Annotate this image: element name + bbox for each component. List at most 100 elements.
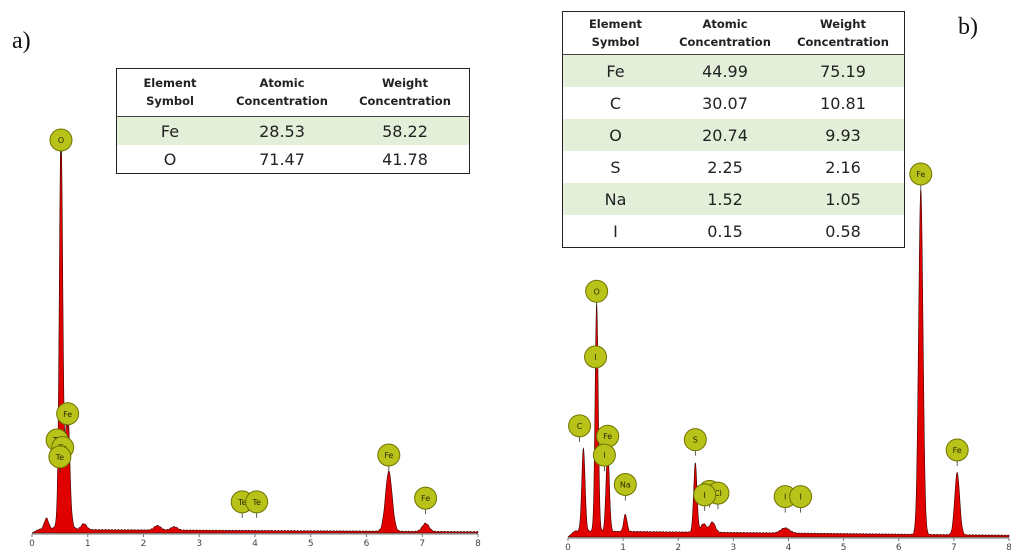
header-weight-concentration: Weight Concentration [782, 11, 905, 55]
weight-cell: 75.19 [782, 54, 905, 87]
x-tick-label: 5 [308, 539, 314, 549]
x-tick-label: 8 [475, 539, 481, 549]
marker-circle [945, 438, 969, 462]
element-marker: Na [613, 473, 637, 501]
atomic-cell: 44.99 [668, 54, 782, 87]
marker-label: Te [237, 498, 247, 507]
x-tick-label: 4 [786, 543, 792, 552]
marker-label: Fe [603, 432, 612, 441]
marker-circle [568, 414, 592, 438]
marker-label: Na [620, 481, 631, 490]
table-row: O 71.47 41.78 [117, 145, 470, 174]
weight-cell: 58.22 [341, 116, 470, 145]
element-marker: Fe [414, 486, 438, 515]
element-marker: Te [48, 445, 72, 473]
x-tick-label: 2 [675, 543, 681, 552]
marker-circle [245, 490, 269, 514]
x-tick-label: 5 [841, 543, 847, 552]
atomic-cell: 1.52 [668, 183, 782, 215]
marker-circle [613, 473, 637, 496]
atomic-cell: 2.25 [707, 157, 743, 177]
marker-label: Fe [916, 170, 925, 179]
x-tick-label: 3 [731, 543, 737, 552]
marker-circle [909, 162, 933, 186]
x-tick-label: 2 [141, 539, 147, 549]
element-marker: C [568, 414, 592, 442]
marker-label: Fe [421, 494, 430, 503]
panel-b-concentration-table: Element Symbol Atomic Concentration Weight… [562, 11, 905, 248]
element-cell: O [562, 119, 668, 151]
panel-a-label: a) [12, 28, 31, 54]
table-row: Fe 44.99 75.19 [562, 54, 905, 87]
marker-label: I [784, 493, 786, 502]
element-cell: C [609, 93, 622, 113]
element-marker: I [584, 345, 608, 373]
table-row: C 30.07 10.81 [563, 87, 905, 119]
marker-circle [789, 485, 813, 509]
marker-circle [592, 443, 616, 467]
marker-label: O [594, 287, 600, 296]
panel-a-concentration-table: Element Symbol Atomic Concentration Weight… [116, 68, 470, 174]
marker-label: I [799, 493, 801, 502]
x-tick-label: 0 [29, 539, 35, 549]
atomic-cell: 20.74 [668, 119, 782, 151]
marker-circle [693, 483, 717, 507]
element-marker: Fe [56, 402, 80, 430]
marker-label: Fe [63, 410, 72, 419]
spectrum-area [567, 189, 1010, 538]
table-header-row: Element Symbol Atomic Concentration Weight… [116, 68, 470, 117]
header-atomic-concentration: Atomic Concentration [668, 11, 782, 55]
marker-label: S [693, 436, 698, 445]
element-cell: O [163, 149, 177, 169]
element-cell: I [613, 221, 618, 241]
marker-label: C [577, 422, 583, 431]
weight-cell: 1.05 [782, 183, 905, 215]
x-tick-label: 6 [896, 543, 902, 552]
marker-label: Fe [384, 451, 393, 460]
table-header-row: Element Symbol Atomic Concentration Weight… [562, 11, 905, 55]
element-marker: S [683, 428, 707, 456]
marker-circle [48, 445, 72, 469]
marker-label: I [603, 451, 605, 460]
weight-cell: 2.16 [825, 157, 861, 177]
element-marker: Te [245, 490, 269, 518]
weight-cell: 10.81 [820, 93, 866, 113]
element-cell: Fe [116, 116, 223, 145]
marker-circle [414, 486, 438, 510]
element-cell: Na [562, 183, 668, 215]
table-row: Fe 28.53 58.22 [116, 116, 470, 145]
marker-label: Fe [953, 446, 962, 455]
table-row: S 2.25 2.16 [563, 151, 905, 183]
x-tick-label: 7 [951, 543, 957, 552]
spectrum-area [31, 129, 479, 534]
atomic-cell: 71.47 [259, 149, 305, 169]
marker-circle [585, 279, 609, 303]
x-tick-label: 4 [252, 539, 258, 549]
element-marker: I [789, 485, 813, 513]
element-marker: O [585, 279, 609, 308]
element-cell: S [610, 157, 621, 177]
header-atomic-concentration: Atomic Concentration [223, 68, 341, 117]
weight-cell: 41.78 [382, 149, 428, 169]
marker-circle [683, 428, 707, 452]
element-marker: I [592, 443, 616, 472]
atomic-cell: 28.53 [223, 116, 341, 145]
atomic-cell: 0.15 [707, 221, 743, 241]
element-marker: I [693, 483, 717, 511]
marker-circle [584, 345, 608, 369]
marker-label: Te [55, 453, 65, 462]
marker-label: Te [251, 498, 261, 507]
element-marker: Fe [377, 443, 401, 471]
marker-label: I [594, 353, 596, 362]
element-marker: O [49, 128, 73, 156]
atomic-cell: 30.07 [702, 93, 748, 113]
marker-label: Cl [714, 489, 722, 498]
panel-b-label: b) [958, 14, 978, 40]
weight-cell: 9.93 [782, 119, 905, 151]
x-tick-label: 0 [565, 543, 571, 552]
x-tick-label: 6 [364, 539, 370, 549]
marker-circle [49, 128, 73, 152]
table-row: O 20.74 9.93 [562, 119, 905, 151]
